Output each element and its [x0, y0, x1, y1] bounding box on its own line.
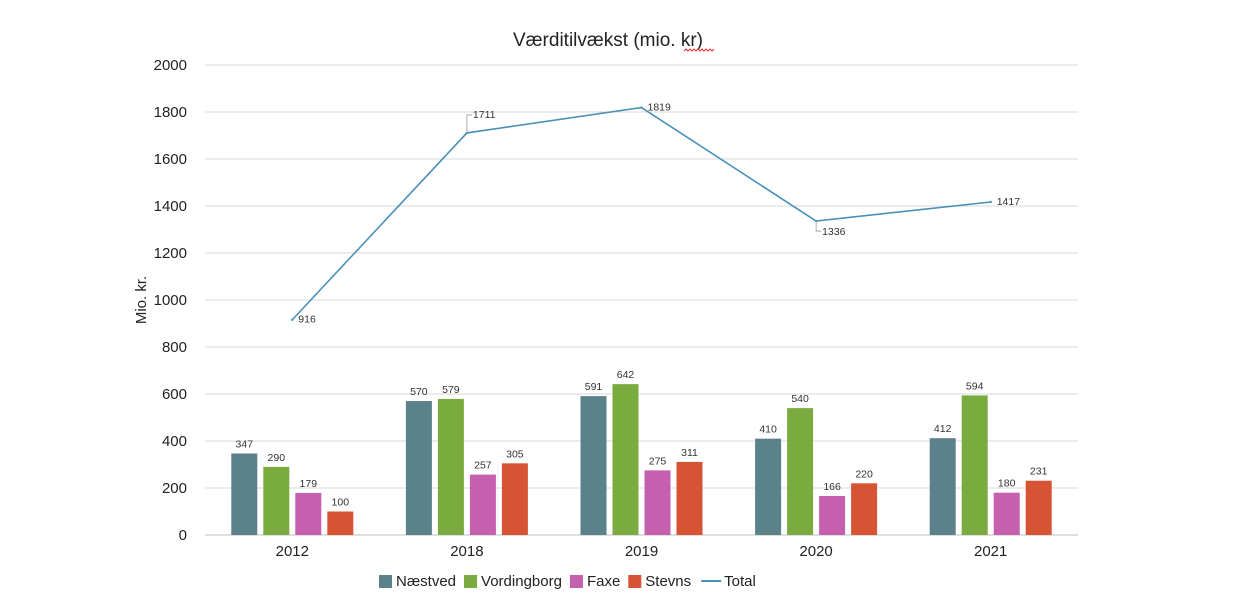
bar-value-label: 305 [506, 448, 524, 460]
bar-value-label: 311 [681, 447, 698, 459]
y-tick-label: 1600 [154, 151, 187, 168]
bar-faxe [295, 492, 322, 535]
label-leader-line [815, 221, 822, 232]
bar-vordingborg [612, 384, 639, 535]
bar-value-label: 100 [332, 497, 350, 509]
bar-value-label: 275 [649, 455, 667, 467]
legend-label: Stevns [645, 573, 691, 590]
bar-value-label: 257 [474, 460, 492, 472]
bar-value-label: 579 [442, 384, 460, 396]
legend: Næstved Vordingborg Faxe Stevns Total [379, 573, 756, 590]
bar-næstved [405, 401, 432, 535]
bar-value-label: 290 [268, 452, 286, 464]
bar-value-label: 412 [934, 423, 952, 435]
bar-value-label: 231 [1030, 466, 1048, 478]
bar-faxe [993, 492, 1020, 535]
bar-value-label: 179 [300, 478, 318, 490]
bar-stevns [1025, 480, 1052, 535]
chart-title: Værditilvækst (mio. kr) [513, 30, 703, 51]
line-value-label: 1336 [822, 226, 846, 238]
x-tick-label: 2019 [625, 543, 658, 560]
bar-vordingborg [787, 408, 814, 535]
legend-label: Faxe [587, 573, 620, 590]
bar-næstved [755, 438, 782, 535]
bar-value-label: 642 [617, 369, 635, 381]
y-tick-label: 1800 [154, 104, 187, 121]
gridlines [205, 64, 1078, 536]
y-tick-label: 2000 [154, 57, 187, 74]
legend-swatch-stevns [628, 575, 642, 588]
line-value-label: 916 [298, 314, 316, 326]
line-point [640, 106, 643, 109]
bar-faxe [469, 474, 496, 535]
bar-value-label: 540 [791, 393, 809, 405]
line-point [989, 200, 992, 204]
bar-vordingborg [961, 395, 988, 535]
total-line-layer [291, 106, 992, 321]
bar-stevns [501, 463, 528, 535]
bar-vordingborg [437, 398, 464, 535]
line-value-label: 1819 [648, 102, 672, 114]
bar-faxe [644, 470, 671, 535]
legend-label: Næstved [396, 573, 456, 590]
bar-næstved [929, 438, 956, 535]
y-tick-label: 1200 [154, 245, 187, 262]
line-value-label: 1417 [997, 196, 1021, 208]
bar-value-label: 410 [759, 424, 777, 436]
line-total [291, 106, 991, 321]
bar-value-label: 594 [966, 380, 984, 392]
x-tick-label: 2012 [276, 543, 309, 560]
bar-value-label: 570 [410, 386, 428, 398]
line-value-label: 1711 [473, 109, 496, 121]
bar-stevns [676, 461, 703, 535]
bar-faxe [819, 495, 846, 535]
spellcheck-underline [683, 48, 715, 52]
y-tick-label: 0 [179, 527, 187, 544]
bar-stevns [327, 511, 354, 535]
y-axis-title: Mio. kr. [133, 276, 150, 324]
bar-value-label: 347 [236, 438, 254, 450]
axes: Værditilvækst (mio. kr) Mio. kr. 0 200 400… [133, 30, 1007, 560]
y-tick-label: 1000 [154, 292, 187, 309]
line-point [291, 318, 294, 321]
y-tick-label: 800 [162, 339, 187, 356]
x-tick-label: 2020 [799, 543, 832, 560]
legend-label: Total [724, 573, 756, 590]
legend-swatch-vordingborg [464, 575, 478, 588]
y-tick-label: 400 [162, 433, 187, 450]
y-tick-label: 200 [162, 480, 187, 497]
bar-stevns [851, 483, 878, 535]
bar-value-label: 591 [585, 381, 603, 393]
x-tick-label: 2018 [450, 543, 483, 560]
bars [231, 384, 1052, 535]
bar-næstved [580, 396, 607, 535]
bar-value-label: 220 [855, 468, 873, 480]
legend-swatch-næstved [379, 575, 392, 588]
bar-næstved [231, 453, 258, 535]
y-tick-label: 600 [162, 386, 187, 403]
bar-value-label: 180 [998, 478, 1016, 490]
bar-value-label: 166 [823, 481, 841, 493]
y-tick-label: 1400 [154, 198, 187, 215]
x-tick-label: 2021 [974, 543, 1007, 560]
label-leader-line [466, 114, 472, 133]
legend-swatch-faxe [569, 575, 583, 588]
legend-label: Vordingborg [481, 573, 562, 590]
bar-vordingborg [263, 466, 290, 535]
data-labels: 347 570 591 410 412 290 579 642 540 594 179 257 275 1… [236, 102, 1048, 509]
